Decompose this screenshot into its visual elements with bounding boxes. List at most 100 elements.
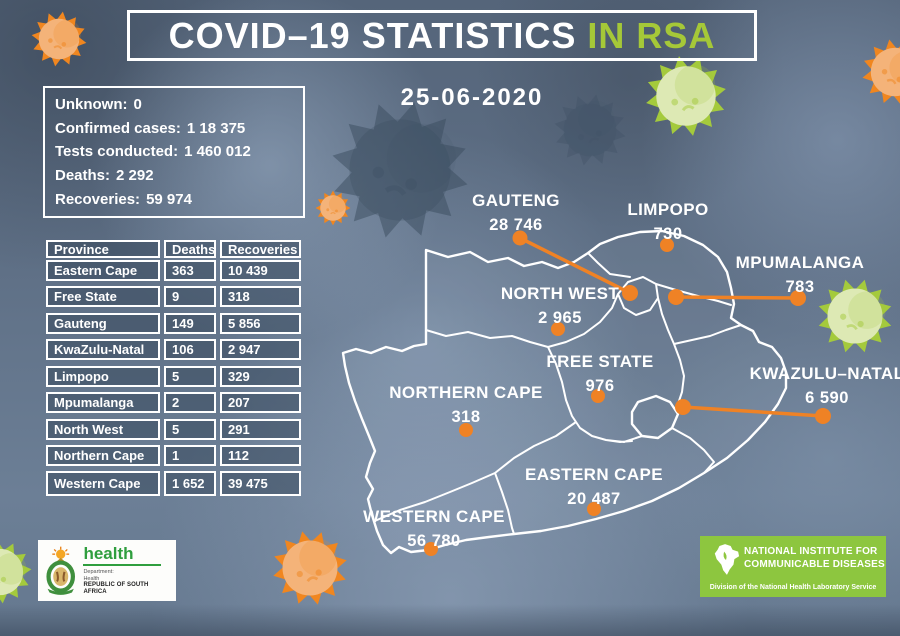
province-name: FREE STATE bbox=[546, 352, 654, 371]
table-cell-province: Mpumalanga bbox=[46, 392, 160, 413]
summary-label: Deaths: bbox=[55, 167, 111, 185]
summary-unknown: Unknown: 0 bbox=[55, 96, 293, 113]
lesotho-outline bbox=[630, 394, 680, 440]
table-cell-recoveries: 2 947 bbox=[220, 339, 301, 360]
province-value: 6 590 bbox=[805, 389, 849, 407]
table-cell-province: Western Cape bbox=[46, 471, 160, 496]
kwazulu-natal-label-dot bbox=[815, 408, 831, 424]
province-value: 976 bbox=[585, 377, 615, 395]
page-title-highlight: IN RSA bbox=[587, 14, 716, 56]
summary-deaths: Deaths: 2 292 bbox=[55, 167, 293, 184]
mpumalanga-connector-line bbox=[675, 295, 799, 300]
province-name: LIMPOPO bbox=[627, 200, 709, 219]
virus-icon-orange bbox=[852, 29, 900, 115]
map-label-mpumalanga: MPUMALANGA 783 bbox=[736, 250, 865, 300]
nicd-logo: NATIONAL INSTITUTE FOR COMMUNICABLE DISE… bbox=[700, 536, 886, 597]
table-cell-recoveries: 318 bbox=[220, 286, 301, 307]
table-cell-province: Eastern Cape bbox=[46, 260, 160, 281]
province-value: 56 780 bbox=[407, 532, 461, 550]
province-value: 730 bbox=[653, 225, 683, 243]
virus-icon-orange bbox=[265, 523, 355, 613]
table-row: Western Cape 1 652 39 475 bbox=[46, 471, 301, 496]
nicd-subline: Division of the National Health Laborato… bbox=[709, 584, 877, 591]
sa-coat-of-arms-icon bbox=[46, 546, 76, 595]
virus-icon-orange bbox=[27, 7, 91, 71]
summary-recoveries: Recoveries: 59 974 bbox=[55, 191, 293, 208]
background-virus-watermark bbox=[318, 88, 482, 252]
table-header-province: Province bbox=[46, 240, 160, 258]
summary-label: Confirmed cases: bbox=[55, 119, 181, 137]
virus-icon-orange bbox=[315, 190, 351, 226]
summary-label: Unknown: bbox=[55, 96, 128, 114]
title-box: COVID–19 STATISTICS IN RSA bbox=[127, 10, 757, 61]
table-cell-province: KwaZulu-Natal bbox=[46, 339, 160, 360]
mpumalanga-label-dot bbox=[790, 290, 806, 306]
province-name: NORTHERN CAPE bbox=[389, 383, 543, 402]
kwazulu-natal-connector-line bbox=[682, 405, 824, 418]
table-cell-recoveries: 39 475 bbox=[220, 471, 301, 496]
table-cell-recoveries: 207 bbox=[220, 392, 301, 413]
summary-value: 0 bbox=[133, 96, 142, 114]
table-cell-province: North West bbox=[46, 419, 160, 440]
table-cell-deaths: 363 bbox=[164, 260, 216, 281]
limpopo-dot bbox=[660, 238, 674, 252]
gauteng-map-dot bbox=[622, 285, 638, 301]
table-row: Northern Cape 1 112 bbox=[46, 445, 301, 466]
africa-map-icon bbox=[714, 544, 740, 575]
table-row: Limpopo 5 329 bbox=[46, 366, 301, 387]
background-virus-watermark bbox=[543, 83, 637, 177]
table-cell-province: Free State bbox=[46, 286, 160, 307]
map-label-northern-cape: NORTHERN CAPE 318 bbox=[389, 380, 543, 430]
map-label-gauteng: GAUTENG 28 746 bbox=[472, 188, 560, 238]
health-department-logo: health Department: Health REPUBLIC OF SO… bbox=[38, 540, 176, 601]
north-west-dot bbox=[551, 322, 565, 336]
table-cell-deaths: 5 bbox=[164, 366, 216, 387]
province-value: 318 bbox=[451, 408, 481, 426]
western-cape-dot bbox=[424, 542, 438, 556]
summary-label: Tests conducted: bbox=[55, 143, 179, 161]
table-cell-recoveries: 112 bbox=[220, 445, 301, 466]
page-title-main: COVID–19 STATISTICS bbox=[168, 14, 588, 56]
table-cell-recoveries: 291 bbox=[220, 419, 301, 440]
map-label-western-cape: WESTERN CAPE 56 780 bbox=[363, 504, 505, 554]
health-country: REPUBLIC OF SOUTH AFRICA bbox=[83, 582, 149, 595]
table-header-row: Province Deaths Recoveries bbox=[46, 240, 301, 258]
summary-value: 2 292 bbox=[116, 167, 154, 185]
report-date: 25-06-2020 bbox=[400, 84, 544, 111]
map-label-eastern-cape: EASTERN CAPE 20 487 bbox=[525, 462, 663, 512]
map-label-north-west: NORTH WEST 2 965 bbox=[501, 281, 619, 331]
table-cell-deaths: 5 bbox=[164, 419, 216, 440]
summary-value: 59 974 bbox=[146, 190, 192, 208]
table-cell-deaths: 2 bbox=[164, 392, 216, 413]
table-row: KwaZulu-Natal 106 2 947 bbox=[46, 339, 301, 360]
table-cell-province: Limpopo bbox=[46, 366, 160, 387]
gauteng-label-dot bbox=[512, 230, 528, 246]
table-row: Gauteng 149 5 856 bbox=[46, 313, 301, 334]
province-name: WESTERN CAPE bbox=[363, 507, 505, 526]
northern-cape-dot bbox=[459, 423, 473, 437]
table-cell-recoveries: 329 bbox=[220, 366, 301, 387]
virus-icon-green bbox=[0, 530, 42, 614]
summary-value: 1 460 012 bbox=[184, 143, 251, 161]
province-name: EASTERN CAPE bbox=[525, 465, 663, 484]
health-dept-line2: Health bbox=[83, 575, 100, 582]
table-cell-province: Northern Cape bbox=[46, 445, 160, 466]
page-title: COVID–19 STATISTICS IN RSA bbox=[169, 15, 716, 57]
table-cell-recoveries: 10 439 bbox=[220, 260, 301, 281]
table-row: Mpumalanga 2 207 bbox=[46, 392, 301, 413]
province-name: GAUTENG bbox=[472, 191, 560, 210]
province-value: 783 bbox=[785, 278, 815, 296]
table-cell-deaths: 1 bbox=[164, 445, 216, 466]
map-label-kwazulu-natal: KWAZULU–NATAL 6 590 bbox=[750, 361, 900, 411]
nicd-line1: NATIONAL INSTITUTE FOR bbox=[744, 546, 878, 557]
table-row: North West 5 291 bbox=[46, 419, 301, 440]
table-cell-deaths: 9 bbox=[164, 286, 216, 307]
virus-icon-green bbox=[639, 49, 733, 143]
summary-label: Recoveries: bbox=[55, 190, 141, 208]
mpumalanga-map-dot bbox=[668, 289, 684, 305]
province-name: NORTH WEST bbox=[500, 284, 620, 303]
province-value: 28 746 bbox=[489, 216, 543, 234]
table-header-recoveries: Recoveries bbox=[220, 240, 301, 258]
summary-confirmed-cases: Confirmed cases: 1 18 375 bbox=[55, 120, 293, 137]
table-header-deaths: Deaths bbox=[164, 240, 216, 258]
